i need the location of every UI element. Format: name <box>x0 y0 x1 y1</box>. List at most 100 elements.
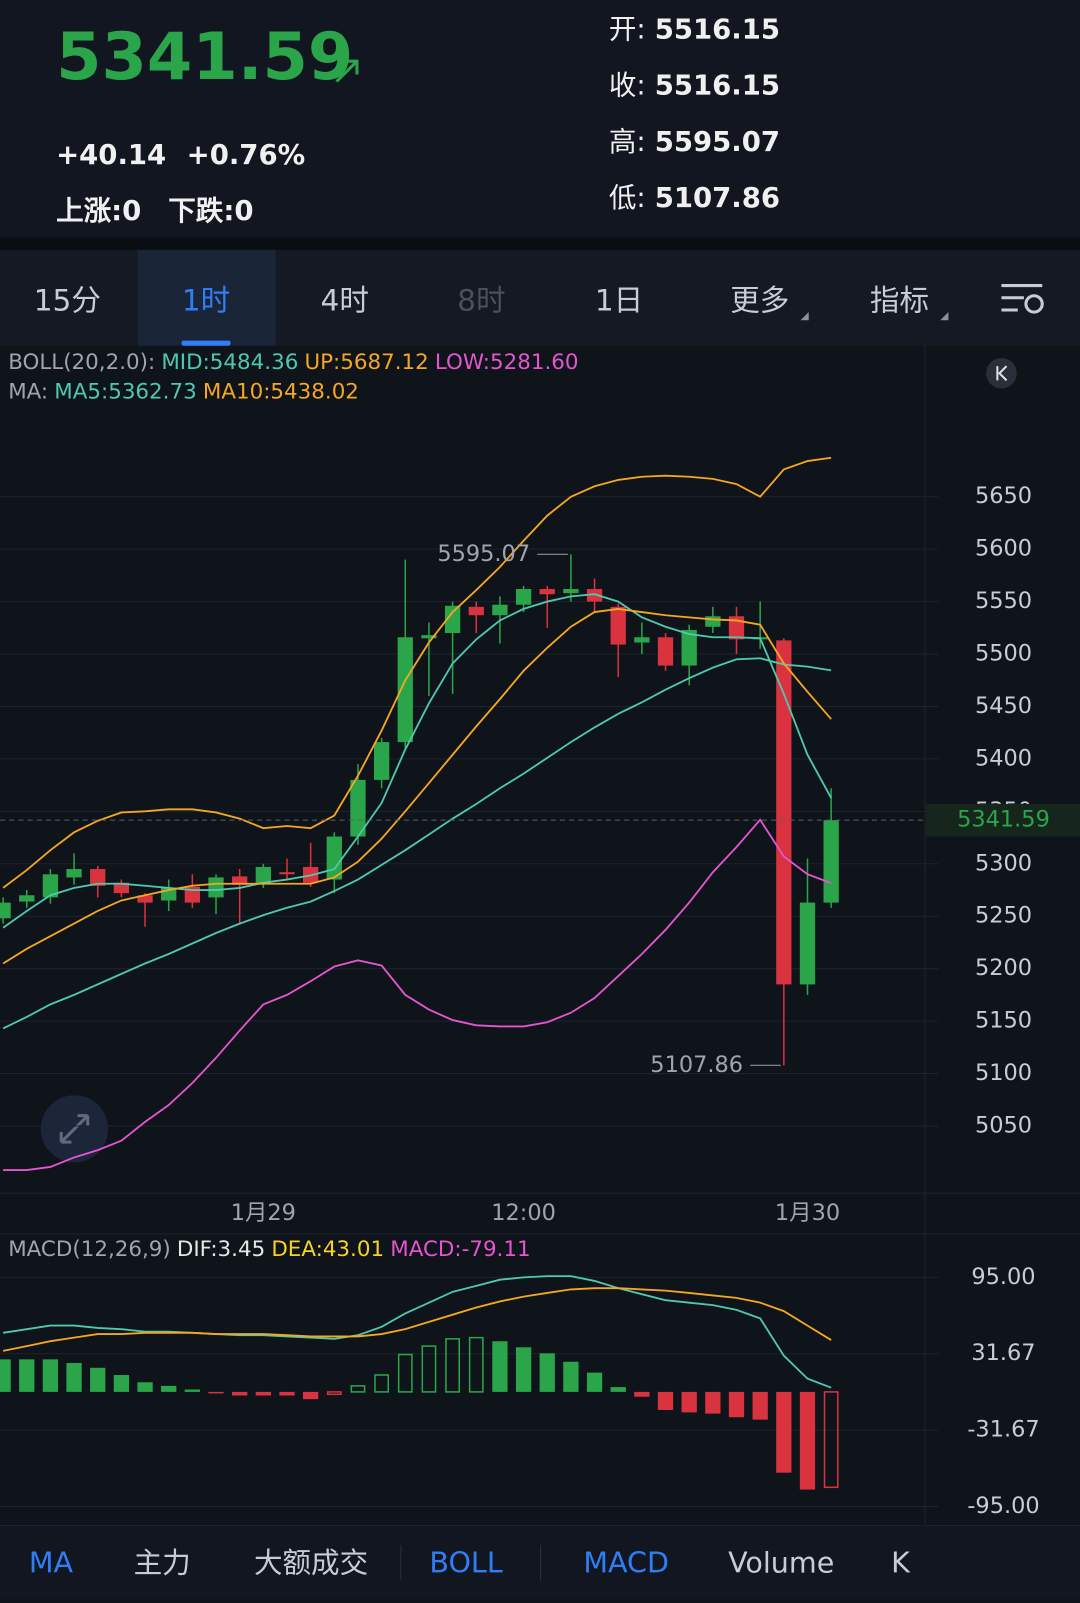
candle-body <box>421 635 437 639</box>
candle-body <box>681 629 697 666</box>
candle-body <box>586 589 603 602</box>
indicator-line <box>3 818 832 1172</box>
x-tick-label: 12:00 <box>491 1200 556 1226</box>
legend-text: UP:5687.12 <box>304 350 428 375</box>
y-tick-label: -31.67 <box>967 1417 1039 1443</box>
macd-bar <box>681 1391 697 1413</box>
y-tick-label: 31.67 <box>971 1340 1035 1366</box>
settings-icon[interactable] <box>1001 284 1044 314</box>
candle-body <box>373 742 390 780</box>
tab-indicator <box>181 340 231 346</box>
candle-body <box>705 616 721 627</box>
macd-bar <box>705 1391 721 1414</box>
candle-body <box>350 779 366 837</box>
macd-bar <box>657 1391 674 1410</box>
tab[interactable]: 8时 <box>457 283 505 317</box>
macd-bar <box>397 1353 413 1393</box>
candle-body <box>823 820 839 903</box>
tab[interactable]: 4时 <box>321 283 369 317</box>
close-value: 5516.15 <box>655 70 780 102</box>
y-tick-label: 5450 <box>975 693 1032 719</box>
bottom-tab[interactable]: MA <box>29 1545 74 1579</box>
up-count: 上涨:0 <box>56 195 141 227</box>
tab[interactable]: 更多 <box>730 283 789 317</box>
bottom-tab[interactable]: MACD <box>583 1545 669 1579</box>
macd-bar <box>374 1374 390 1393</box>
y-tick-label: 5600 <box>975 536 1032 562</box>
tab[interactable]: 1日 <box>595 283 643 317</box>
macd-bar <box>255 1391 271 1396</box>
low-label: 低: <box>609 182 646 214</box>
change: +40.14 <box>56 139 166 171</box>
legend-text: LOW:5281.60 <box>435 350 579 375</box>
candle-body <box>468 606 484 616</box>
high-value: 5595.07 <box>655 126 780 158</box>
indicator-line <box>2 607 832 965</box>
bottom-tab[interactable]: BOLL <box>429 1545 502 1579</box>
macd-bar <box>19 1359 35 1392</box>
macd-bar <box>492 1341 508 1392</box>
macd-line <box>2 1287 832 1352</box>
change-pct: +0.76% <box>187 139 306 171</box>
macd-bar <box>728 1391 745 1418</box>
y-tick-label: 95.00 <box>971 1264 1035 1290</box>
last-price-box <box>925 803 1080 837</box>
divider <box>0 237 1080 250</box>
macd-bar <box>279 1391 295 1396</box>
bottom-tab[interactable]: 大额成交 <box>254 1545 368 1579</box>
candle-body <box>492 604 508 616</box>
macd-bar <box>823 1391 839 1489</box>
macd-line <box>2 1275 832 1389</box>
legend-text: MA: <box>8 380 48 405</box>
y-tick-label: 5100 <box>975 1060 1032 1086</box>
macd-bar <box>208 1391 224 1394</box>
legend-text: MACD(12,26,9) <box>8 1237 171 1262</box>
macd-bar <box>0 1359 11 1392</box>
macd-bar <box>161 1385 177 1392</box>
dropdown-caret <box>940 312 949 321</box>
legend-text: BOLL(20,2.0): <box>8 350 155 375</box>
macd-bar <box>799 1391 816 1490</box>
legend-text: MID:5484.36 <box>161 350 298 375</box>
tab[interactable]: 15分 <box>34 283 101 317</box>
y-tick-label: 5250 <box>975 903 1032 929</box>
bottom-tab[interactable]: Volume <box>728 1545 834 1579</box>
candle-body <box>90 869 106 886</box>
collapse-button[interactable] <box>986 357 1017 389</box>
candle-body <box>113 882 130 894</box>
macd-bar <box>232 1391 248 1396</box>
high-label: 高: <box>609 126 646 158</box>
indicator-line <box>2 593 832 929</box>
macd-bar <box>90 1367 106 1392</box>
candle-body <box>255 866 271 884</box>
bottom-bar <box>0 1526 1080 1599</box>
bottom-tab[interactable]: K <box>891 1545 911 1579</box>
macd-bar <box>113 1375 130 1392</box>
candle-body <box>208 877 224 898</box>
macd-bar <box>752 1391 768 1420</box>
y-tick-label: 5400 <box>975 745 1032 771</box>
low-annotation: 5107.86 <box>650 1052 743 1078</box>
header-bg <box>0 0 1080 238</box>
open-label: 开: <box>609 14 646 46</box>
candle-body <box>776 640 792 985</box>
macd-bar <box>586 1372 603 1392</box>
macd-bar <box>539 1353 555 1392</box>
tab[interactable]: 指标 <box>870 283 929 317</box>
macd-bar <box>421 1345 437 1393</box>
candle-body <box>444 605 461 634</box>
tab[interactable]: 1时 <box>182 283 230 317</box>
candle-body <box>0 902 11 919</box>
price: 5341.59 <box>56 19 353 95</box>
legend-text: MA5:5362.73 <box>54 380 196 405</box>
bottom-tab[interactable]: 主力 <box>134 1545 191 1579</box>
macd-bar <box>137 1382 153 1392</box>
candle-body <box>563 589 579 594</box>
macd-bar <box>42 1359 59 1392</box>
y-tick-label: 5200 <box>975 955 1032 981</box>
legend-text: MA10:5438.02 <box>203 380 359 405</box>
expand-button[interactable] <box>40 1095 109 1163</box>
macd-bar <box>515 1347 532 1392</box>
